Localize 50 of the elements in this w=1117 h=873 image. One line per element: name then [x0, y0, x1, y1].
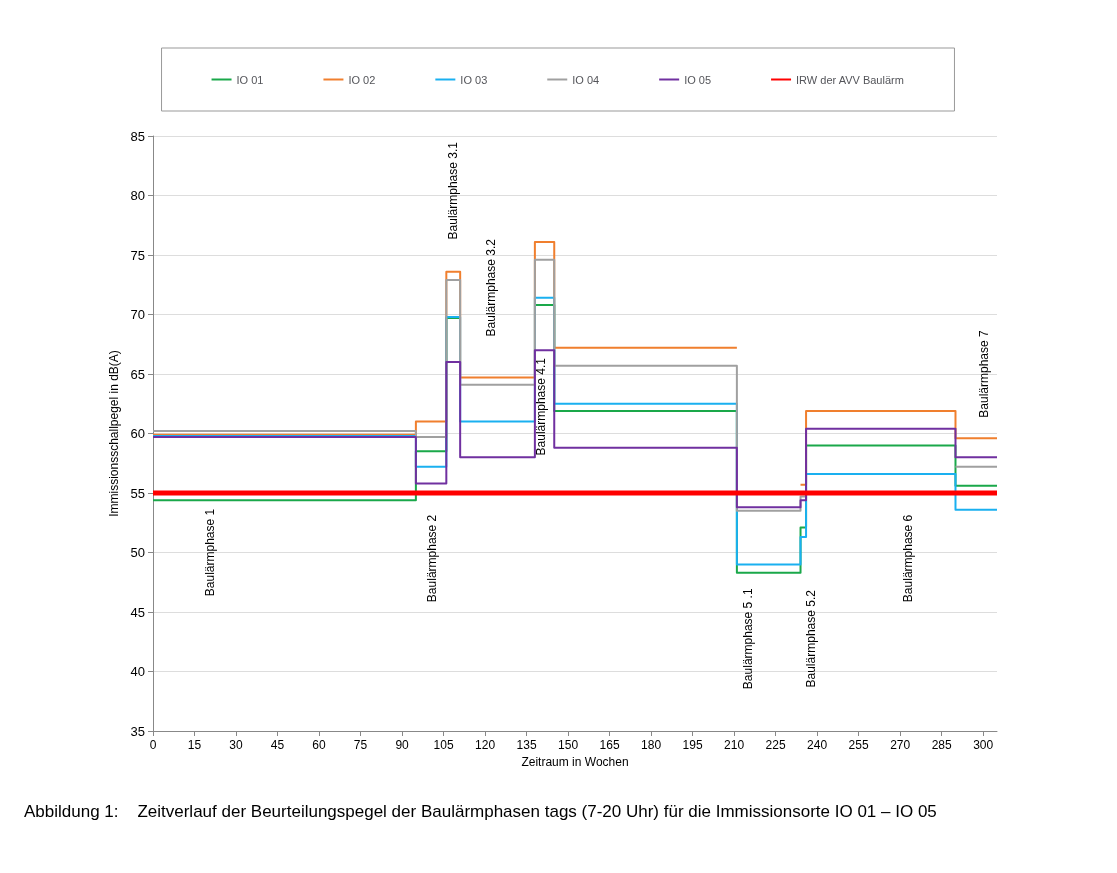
y-tick-label: 50 — [130, 545, 145, 560]
y-tick-label: 35 — [130, 723, 145, 739]
annotation: Baulärmphase 4.1 — [534, 357, 549, 456]
legend-label: IO 04 — [572, 73, 600, 86]
x-tick-label: 270 — [890, 738, 911, 752]
y-tick-label: 85 — [130, 128, 145, 144]
legend-label: IO 05 — [684, 73, 712, 86]
x-tick-label: 150 — [558, 738, 579, 752]
x-tick-label: 0 — [149, 738, 157, 752]
x-axis-title: Zeitraum in Wochen — [521, 755, 629, 769]
x-tick-label: 300 — [973, 738, 994, 752]
x-tick-label: 195 — [682, 738, 703, 752]
x-tick-label: 165 — [599, 738, 620, 752]
annotation: Baulärmphase 6 — [901, 514, 916, 603]
y-tick-label: 65 — [130, 366, 145, 382]
annotation: Baulärmphase 3.1 — [445, 141, 460, 240]
annotation: Baulärmphase 5.2 — [804, 589, 819, 688]
x-tick-label: 60 — [312, 738, 327, 752]
x-tick-label: 240 — [807, 738, 828, 752]
x-tick-label: 135 — [516, 738, 537, 752]
y-tick-label: 55 — [130, 485, 145, 501]
y-tick-label: 75 — [130, 247, 145, 263]
y-tick-label: 45 — [130, 604, 145, 620]
x-tick-label: 225 — [765, 738, 786, 752]
x-tick-label: 255 — [848, 738, 869, 752]
legend-label: IO 01 — [236, 73, 264, 86]
x-tick-label: 180 — [641, 738, 662, 752]
x-tick-label: 15 — [187, 738, 202, 752]
legend-label: IO 03 — [460, 73, 488, 86]
annotation: Baulärmphase 1 — [203, 508, 218, 597]
y-axis-title: Immissionsschallpegel in dB(A) — [106, 350, 121, 517]
x-tick-label: 105 — [433, 738, 454, 752]
text: Abbildung 1: Zeitverlauf der Beurteilungspegel der Baulärmphasen tags (7-20 Uhr) für die Immissionsorte IO 01 – IO 05 — [24, 801, 937, 821]
x-tick-label: 210 — [724, 738, 745, 752]
annotation: Baulärmphase 2 — [424, 514, 439, 603]
legend-label: IRW der AVV Baulärm — [796, 73, 904, 86]
x-tick-label: 285 — [931, 738, 952, 752]
annotation: Baulärmphase 3.2 — [483, 238, 498, 337]
legend-label: IO 02 — [348, 73, 376, 86]
y-tick-label: 70 — [130, 307, 145, 322]
annotation: Baulärmphase 5 .1 — [741, 588, 756, 690]
y-tick-label: 60 — [130, 426, 145, 441]
x-tick-label: 30 — [229, 738, 244, 752]
x-tick-label: 120 — [475, 738, 496, 752]
annotation: Baulärmphase 7 — [977, 329, 992, 418]
x-tick-label: 45 — [270, 738, 285, 752]
x-tick-label: 75 — [353, 738, 368, 752]
y-tick-label: 40 — [130, 664, 145, 679]
x-tick-label: 90 — [395, 738, 410, 752]
y-tick-label: 80 — [130, 188, 145, 203]
